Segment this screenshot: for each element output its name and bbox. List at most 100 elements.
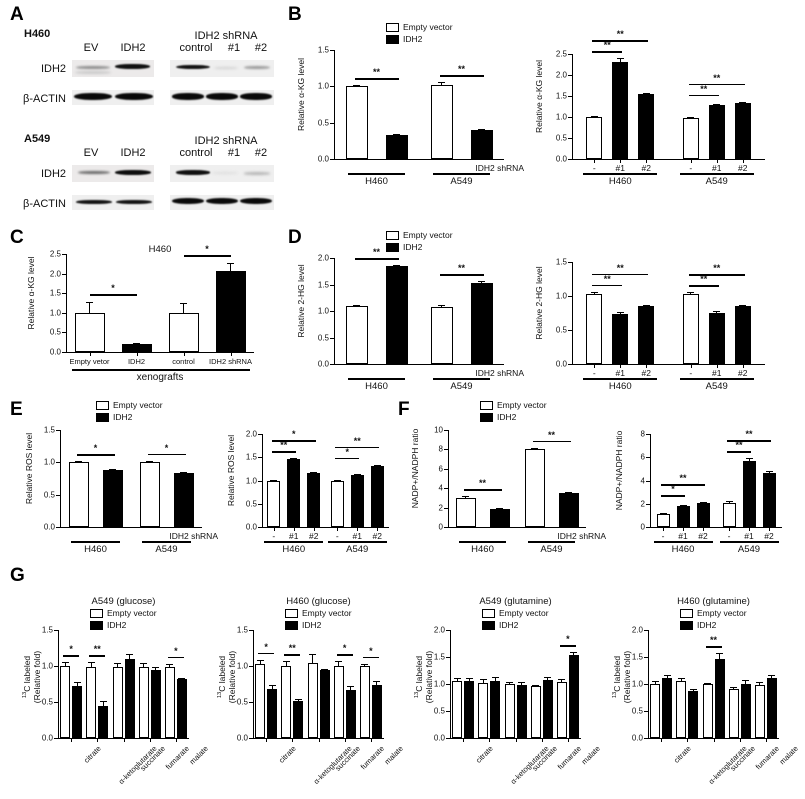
bar-A549--[interactable] bbox=[722, 502, 736, 527]
x-tick bbox=[318, 738, 320, 742]
bar-H460-idh2[interactable] bbox=[489, 509, 510, 527]
bar-citrate-idh2[interactable] bbox=[267, 689, 278, 738]
bar-H460-sh1[interactable] bbox=[676, 506, 690, 527]
bar-H460-sh2[interactable] bbox=[638, 93, 655, 159]
bar-A549-sh1[interactable] bbox=[708, 313, 725, 364]
blot-lane-header: IDH2 bbox=[120, 147, 146, 159]
bar-α-ketoglutarate-idh2[interactable] bbox=[490, 681, 501, 738]
bar-citrate-idh2[interactable] bbox=[464, 681, 475, 738]
bar-malate-idh2[interactable] bbox=[568, 655, 579, 738]
bar-α-ketoglutarate-empty-vector[interactable] bbox=[676, 681, 687, 738]
bar-α-ketoglutarate-idh2[interactable] bbox=[293, 700, 304, 738]
bar-A549--[interactable] bbox=[682, 293, 699, 364]
bar-citrate-empty-vector[interactable] bbox=[650, 684, 661, 738]
bar-H460-empty-vector[interactable] bbox=[68, 462, 89, 527]
bar-succinate-idh2[interactable] bbox=[516, 685, 527, 738]
bar-H460-idh2[interactable] bbox=[385, 135, 408, 159]
bar-H460--[interactable] bbox=[586, 117, 603, 159]
bar-malate-idh2[interactable] bbox=[176, 678, 187, 738]
bar-fumarate-idh2[interactable] bbox=[345, 690, 356, 738]
bar-fumarate-idh2[interactable] bbox=[740, 684, 751, 738]
bar-A549-sh1[interactable] bbox=[708, 105, 725, 159]
x-cat-label: control bbox=[172, 357, 195, 366]
bar-H460--[interactable] bbox=[656, 514, 670, 527]
bar-α-ketoglutarate-idh2[interactable] bbox=[688, 691, 699, 738]
error-bar-cap bbox=[453, 677, 461, 679]
bar-A549-sh2[interactable] bbox=[370, 465, 384, 527]
bar-citrate-empty-vector[interactable] bbox=[255, 663, 266, 738]
bar-idh2-shrna[interactable] bbox=[215, 271, 246, 352]
bar-H460--[interactable] bbox=[586, 293, 603, 364]
bar-H460-sh2[interactable] bbox=[307, 472, 321, 527]
panel-label-g: G bbox=[10, 565, 25, 586]
bar-A549--[interactable] bbox=[682, 117, 699, 159]
bar-malate-empty-vector[interactable] bbox=[359, 666, 370, 738]
bar-malate-empty-vector[interactable] bbox=[754, 684, 765, 738]
bar-empty-vetor[interactable] bbox=[74, 312, 105, 352]
bar-succinate-idh2[interactable] bbox=[319, 669, 330, 738]
bar-A549-idh2[interactable] bbox=[558, 493, 579, 527]
error-bar-cap bbox=[730, 686, 738, 688]
legend-item-idh2: IDH2 bbox=[96, 412, 163, 422]
bar-succinate-idh2[interactable] bbox=[124, 658, 135, 738]
bar-citrate-idh2[interactable] bbox=[72, 686, 83, 738]
bar-α-ketoglutarate-empty-vector[interactable] bbox=[86, 666, 97, 738]
bar-fumarate-idh2[interactable] bbox=[150, 669, 161, 738]
bar-A549-empty-vector[interactable] bbox=[139, 462, 160, 527]
bar-malate-idh2[interactable] bbox=[371, 684, 382, 738]
bar-control[interactable] bbox=[168, 312, 199, 352]
bar-A549-sh1[interactable] bbox=[350, 474, 364, 527]
bar-succinate-empty-vector[interactable] bbox=[702, 684, 713, 738]
group-underline bbox=[142, 541, 191, 543]
bar-idh2[interactable] bbox=[121, 343, 152, 352]
bar-citrate-empty-vector[interactable] bbox=[452, 681, 463, 738]
bar-succinate-empty-vector[interactable] bbox=[504, 684, 515, 738]
bar-H460-sh1[interactable] bbox=[612, 62, 629, 159]
bar-fumarate-empty-vector[interactable] bbox=[333, 666, 344, 738]
bar-A549-empty-vector[interactable] bbox=[524, 449, 545, 527]
bar-α-ketoglutarate-empty-vector[interactable] bbox=[478, 682, 489, 738]
bar-fumarate-empty-vector[interactable] bbox=[728, 688, 739, 738]
bar-A549-idh2[interactable] bbox=[470, 129, 493, 159]
bar-citrate-idh2[interactable] bbox=[662, 678, 673, 738]
bar-A549-empty-vector[interactable] bbox=[430, 84, 453, 159]
bar-malate-idh2[interactable] bbox=[766, 677, 777, 738]
bar-fumarate-empty-vector[interactable] bbox=[530, 686, 541, 738]
bar-fumarate-empty-vector[interactable] bbox=[138, 666, 149, 738]
error-bar-cap bbox=[180, 302, 187, 304]
bar-A549-idh2[interactable] bbox=[470, 282, 493, 364]
bar-A549-idh2[interactable] bbox=[173, 472, 194, 527]
error-bar-cap bbox=[146, 460, 153, 462]
bar-fumarate-idh2[interactable] bbox=[542, 679, 553, 738]
bar-citrate-empty-vector[interactable] bbox=[60, 666, 71, 738]
bar-α-ketoglutarate-idh2[interactable] bbox=[98, 705, 109, 738]
bar-H460-idh2[interactable] bbox=[385, 266, 408, 364]
bar-H460-empty-vector[interactable] bbox=[345, 306, 368, 364]
bar-A549-sh1[interactable] bbox=[742, 460, 756, 527]
y-tick bbox=[446, 738, 450, 739]
bar-malate-empty-vector[interactable] bbox=[556, 681, 567, 738]
group-underline bbox=[327, 541, 387, 543]
bar-succinate-empty-vector[interactable] bbox=[307, 663, 318, 738]
bar-H460-sh1[interactable] bbox=[612, 313, 629, 364]
legend-label-idh2: IDH2 bbox=[499, 620, 519, 630]
bar-A549-empty-vector[interactable] bbox=[430, 306, 453, 364]
bar-H460-sh2[interactable] bbox=[638, 305, 655, 364]
x-tick bbox=[273, 527, 275, 531]
bar-A549-sh2[interactable] bbox=[734, 102, 751, 159]
bar-A549-sh2[interactable] bbox=[734, 305, 751, 364]
bar-α-ketoglutarate-empty-vector[interactable] bbox=[281, 666, 292, 738]
bar-malate-empty-vector[interactable] bbox=[164, 666, 175, 738]
bar-H460-idh2[interactable] bbox=[102, 470, 123, 527]
bar-H460-sh1[interactable] bbox=[287, 459, 301, 527]
bar-succinate-idh2[interactable] bbox=[714, 658, 725, 738]
bar-A549--[interactable] bbox=[330, 480, 344, 527]
bar-H460-empty-vector[interactable] bbox=[455, 497, 476, 527]
significance-label: * bbox=[69, 644, 73, 655]
bar-A549-sh2[interactable] bbox=[762, 472, 776, 527]
bar-succinate-empty-vector[interactable] bbox=[112, 666, 123, 738]
bar-H460--[interactable] bbox=[267, 480, 281, 527]
bar-H460-empty-vector[interactable] bbox=[345, 86, 368, 159]
blot-band bbox=[244, 172, 270, 175]
bar-H460-sh2[interactable] bbox=[696, 503, 710, 527]
